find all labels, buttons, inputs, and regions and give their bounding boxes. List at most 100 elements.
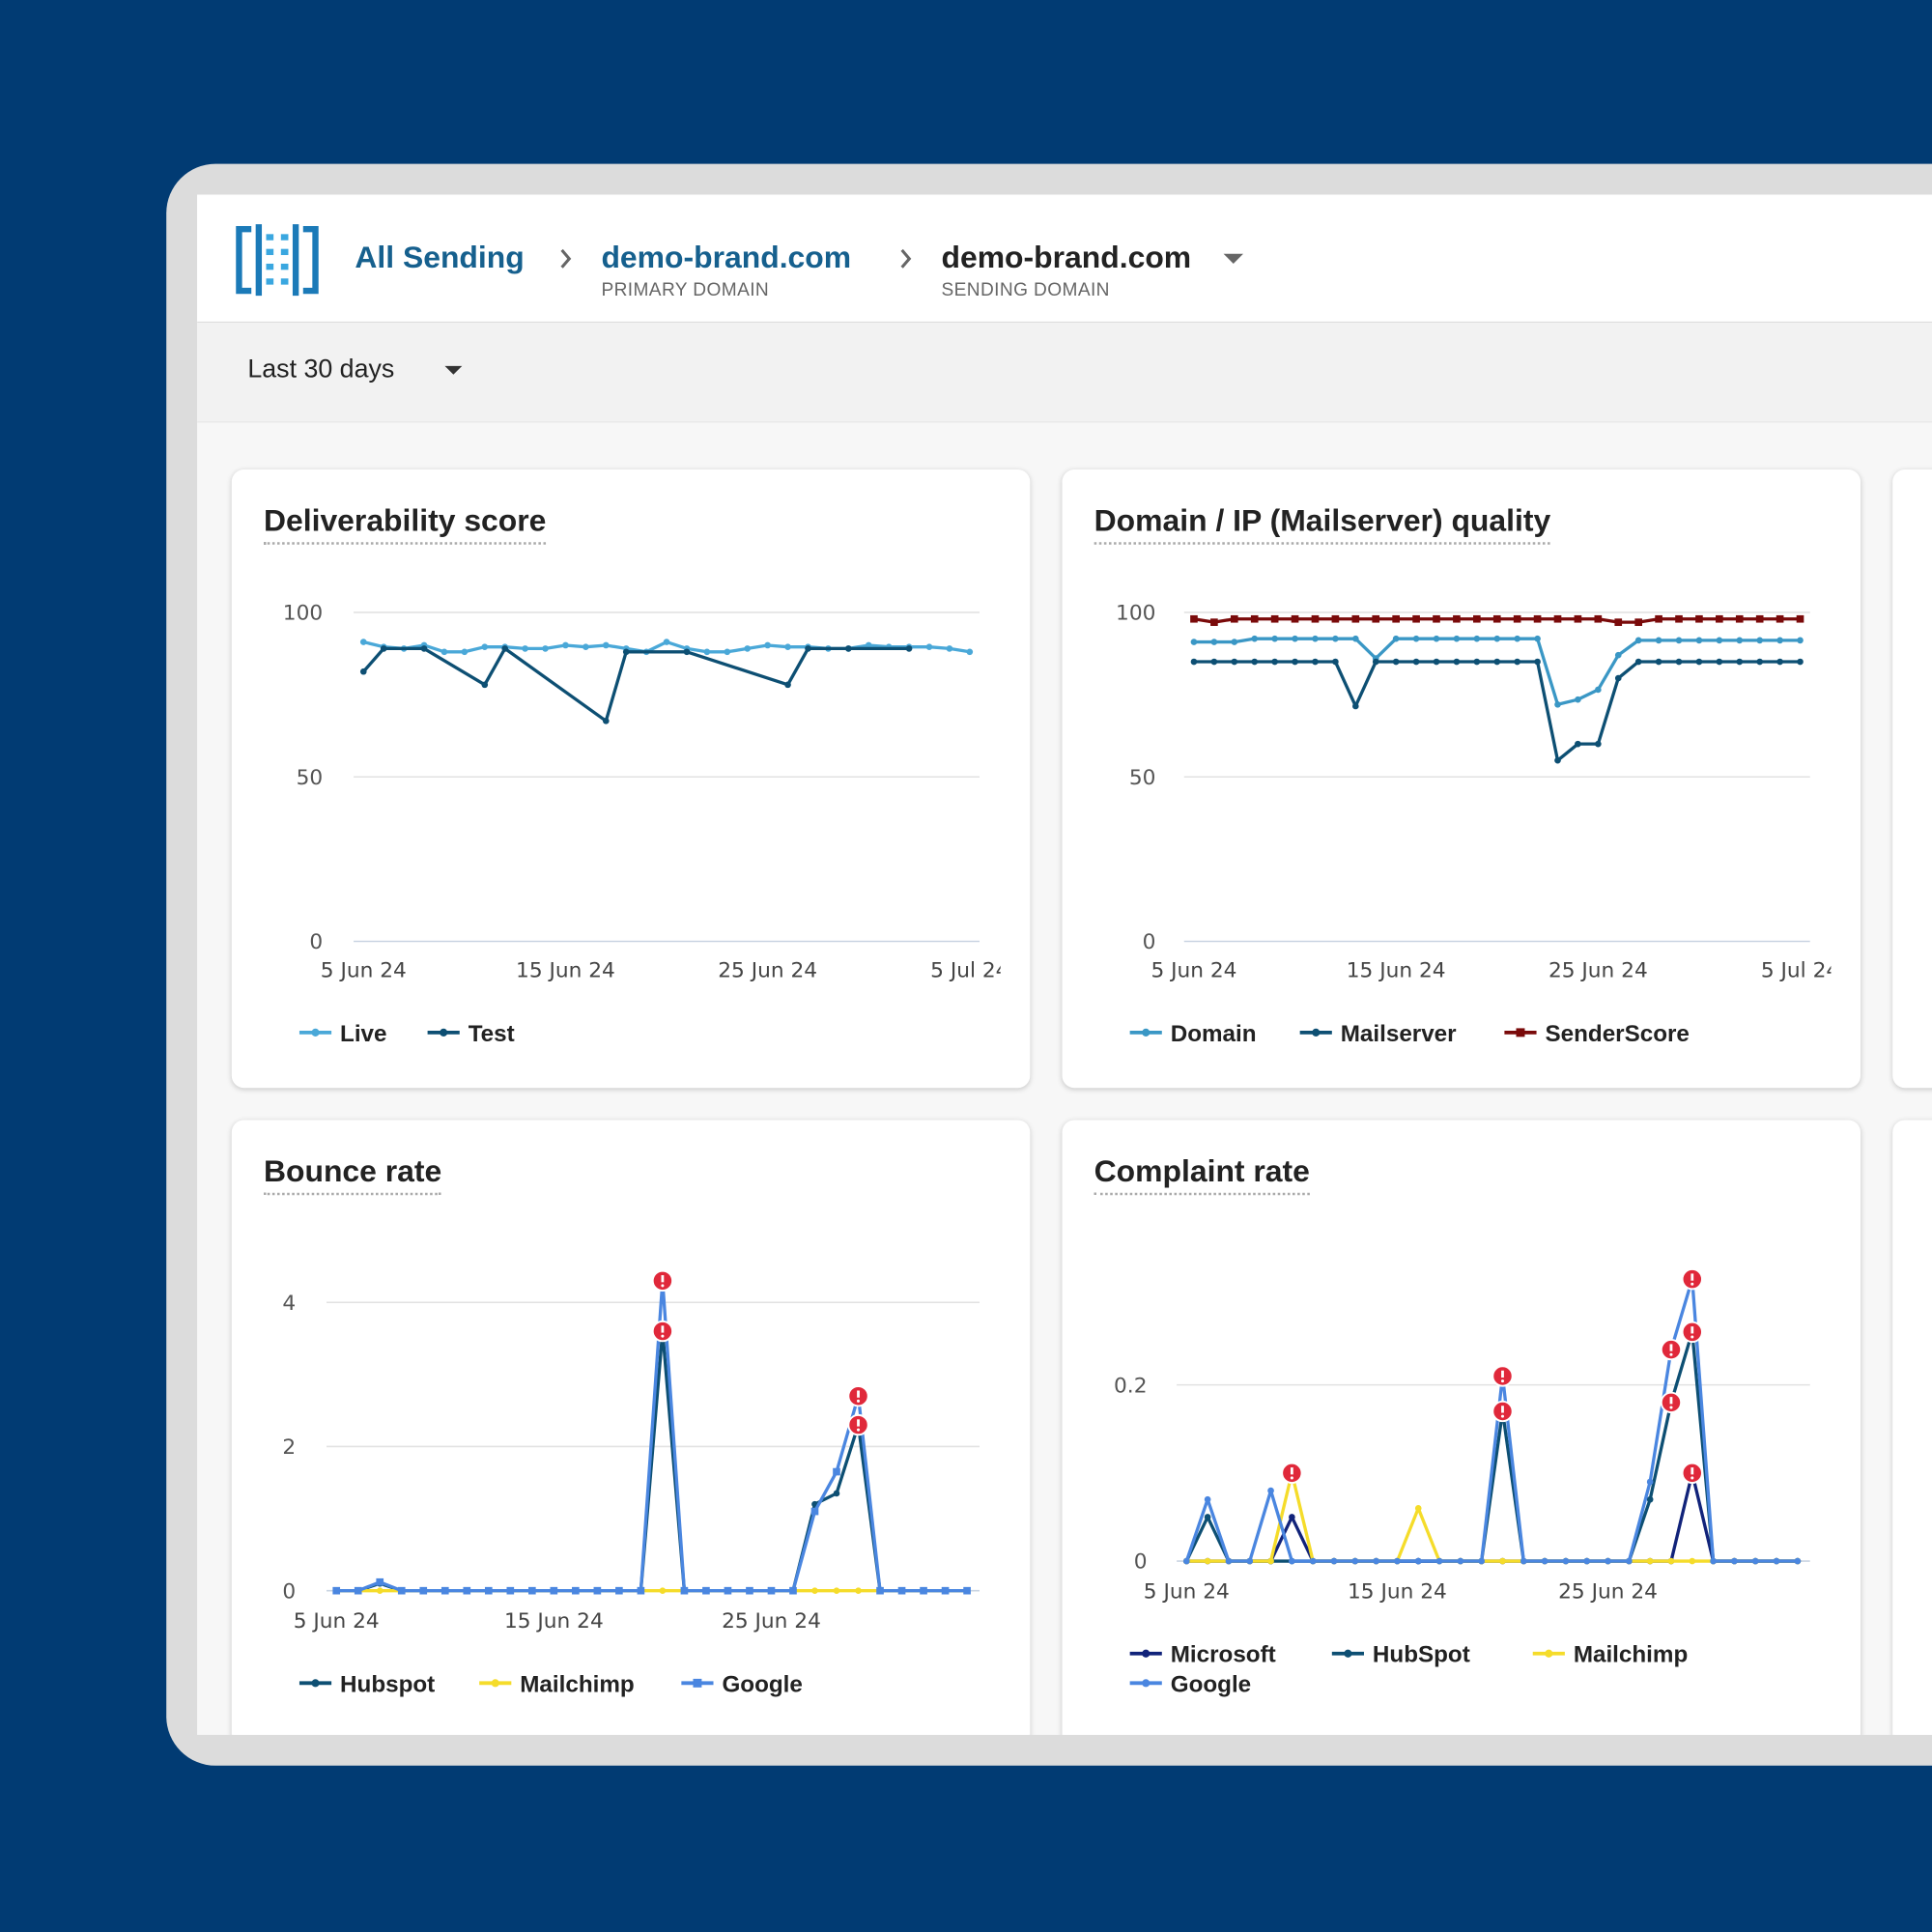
chart: 0 50 100 5 Jun 24 15 Jun 24 25 Jun 24 5 Jul 24 bbox=[283, 602, 1001, 983]
legend-item[interactable]: Test bbox=[427, 1021, 515, 1047]
point bbox=[1351, 702, 1359, 710]
point bbox=[1776, 658, 1783, 666]
legend-item[interactable]: Google bbox=[1129, 1671, 1252, 1697]
point bbox=[1646, 1478, 1654, 1486]
point bbox=[1472, 614, 1481, 623]
point bbox=[572, 1586, 580, 1595]
point bbox=[380, 645, 387, 652]
legend-item[interactable]: SenderScore bbox=[1504, 1021, 1690, 1047]
point bbox=[1575, 740, 1581, 748]
point bbox=[844, 645, 852, 652]
x-tick-label: 25 Jun 24 bbox=[722, 1609, 821, 1634]
breadcrumb-current[interactable]: demo-brand.com bbox=[941, 240, 1192, 275]
legend-item[interactable]: Domain bbox=[1129, 1021, 1257, 1047]
point bbox=[1562, 1557, 1570, 1565]
point bbox=[376, 1587, 384, 1594]
point bbox=[359, 668, 367, 675]
legend-item[interactable]: HubSpot bbox=[1331, 1642, 1470, 1668]
point bbox=[833, 1490, 840, 1497]
point bbox=[744, 645, 752, 652]
legend-label: SenderScore bbox=[1545, 1021, 1689, 1047]
point bbox=[1797, 637, 1804, 644]
point bbox=[1332, 635, 1339, 642]
y-tick-label: 0.2 bbox=[1114, 1374, 1147, 1398]
point bbox=[1414, 1557, 1422, 1565]
point bbox=[876, 1586, 884, 1595]
point bbox=[1204, 1557, 1211, 1565]
point bbox=[764, 641, 771, 649]
point bbox=[1392, 635, 1400, 642]
chart-title: Deliverability score bbox=[263, 504, 547, 545]
point bbox=[359, 639, 367, 645]
point bbox=[663, 639, 670, 645]
point bbox=[855, 1587, 862, 1594]
point bbox=[1796, 614, 1804, 623]
chart-card bbox=[1062, 1120, 1861, 1735]
alert-marker bbox=[1681, 1321, 1703, 1344]
y-tick-label: 2 bbox=[282, 1435, 296, 1460]
breadcrumb-link[interactable]: demo-brand.com bbox=[601, 240, 852, 275]
legend-item[interactable]: Hubspot bbox=[298, 1671, 435, 1697]
legend-label: Hubspot bbox=[340, 1671, 435, 1697]
point bbox=[1605, 1557, 1611, 1565]
point bbox=[622, 648, 630, 656]
point bbox=[1412, 614, 1420, 623]
legend-item[interactable]: Microsoft bbox=[1129, 1642, 1276, 1668]
point bbox=[1433, 658, 1440, 666]
legend-item[interactable]: Live bbox=[298, 1021, 387, 1047]
date-range-select[interactable]: Last 30 days bbox=[247, 355, 395, 384]
chart: 0 0.2 5 Jun 24 15 Jun 24 25 Jun 24 bbox=[1114, 1268, 1810, 1604]
legend-item[interactable]: Mailchimp bbox=[1532, 1642, 1689, 1668]
point bbox=[1457, 1557, 1464, 1565]
alert-marker bbox=[847, 1385, 869, 1407]
point bbox=[1271, 635, 1278, 642]
x-tick-label: 5 Jun 24 bbox=[1151, 958, 1236, 982]
point bbox=[1797, 658, 1804, 666]
point bbox=[419, 1586, 428, 1595]
series-line bbox=[1186, 1471, 1798, 1563]
point bbox=[1412, 658, 1420, 666]
point bbox=[1292, 635, 1298, 642]
point bbox=[1634, 637, 1642, 644]
point bbox=[1736, 658, 1744, 666]
point bbox=[481, 643, 489, 651]
point bbox=[1311, 614, 1320, 623]
y-tick-label: 50 bbox=[1129, 766, 1156, 790]
legend-item[interactable]: Google bbox=[681, 1671, 803, 1697]
point bbox=[1756, 658, 1763, 666]
top-bar: All Sending demo-brand.com PRIMARY DOMAI… bbox=[197, 194, 1932, 324]
dropdown-arrow[interactable] bbox=[1222, 251, 1244, 266]
dropdown-arrow[interactable] bbox=[443, 365, 463, 378]
point bbox=[1655, 658, 1662, 666]
point bbox=[1731, 1557, 1738, 1565]
point bbox=[1331, 614, 1340, 623]
series-line bbox=[1193, 637, 1801, 706]
point bbox=[1204, 1514, 1211, 1520]
point bbox=[767, 1586, 776, 1595]
point bbox=[1250, 614, 1259, 623]
point bbox=[784, 643, 791, 651]
point bbox=[1646, 1557, 1654, 1565]
x-tick-label: 15 Jun 24 bbox=[1347, 958, 1446, 982]
legend-label: Google bbox=[722, 1671, 802, 1697]
point bbox=[1646, 1495, 1654, 1503]
y-tick-label: 100 bbox=[283, 602, 323, 626]
point bbox=[1309, 1557, 1317, 1565]
point bbox=[810, 1507, 819, 1516]
point bbox=[1751, 1557, 1759, 1565]
legend-item[interactable]: Mailchimp bbox=[479, 1671, 635, 1697]
point bbox=[1655, 614, 1662, 623]
chart-card bbox=[1062, 469, 1861, 1089]
legend-item[interactable]: Mailserver bbox=[1299, 1021, 1457, 1047]
point bbox=[702, 1586, 710, 1595]
logo[interactable] bbox=[234, 222, 320, 298]
point bbox=[1231, 658, 1238, 666]
point bbox=[354, 1586, 362, 1595]
breadcrumb-link[interactable]: All Sending bbox=[355, 240, 525, 275]
point bbox=[1553, 614, 1562, 623]
alert-marker bbox=[651, 1320, 674, 1343]
legend-label: Mailserver bbox=[1341, 1021, 1457, 1047]
point bbox=[582, 643, 589, 651]
